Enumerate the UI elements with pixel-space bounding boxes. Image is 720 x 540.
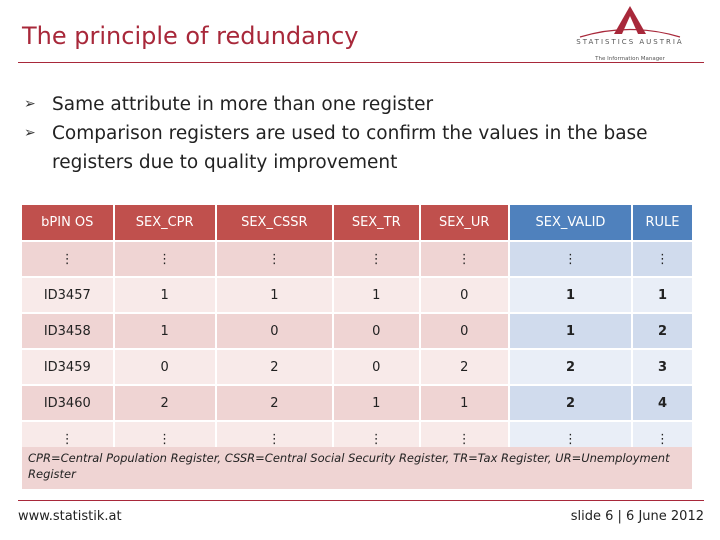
table-cell: 3 [633,350,692,384]
table-cell: 2 [216,350,332,384]
table-cell: 4 [633,386,692,420]
table-cell: 1 [633,278,692,312]
logo-tagline: The Information Manager [595,56,665,62]
table-cell: 1 [420,386,508,420]
column-header-sex-cpr: SEX_CPR [114,205,215,240]
table-cell: 2 [633,314,692,348]
logo-triangle-icon [579,6,681,38]
table-cell: ⋮ [633,242,692,276]
table-cell: 1 [333,386,419,420]
table-cell: ⋮ [22,242,113,276]
column-header-sex-valid: SEX_VALID [509,205,632,240]
bullet-arrow-icon: ➢ [24,96,36,112]
bullet-item: ➢ Comparison registers are used to confi… [24,119,664,177]
logo-name: STATISTICS AUSTRIA [576,38,684,46]
footer-divider [18,500,704,501]
title-divider [18,62,704,63]
table-cell: 1 [509,314,632,348]
page-title: The principle of redundancy [22,22,359,50]
table-cell: ID3458 [22,314,113,348]
table-cell: ⋮ [333,242,419,276]
table-cell: 1 [216,278,332,312]
table-cell: ID3459 [22,350,113,384]
table-cell: 2 [216,386,332,420]
column-header-sex-cssr: SEX_CSSR [216,205,332,240]
table-row: ⋮ ⋮ ⋮ ⋮ ⋮ ⋮ ⋮ [22,242,692,276]
table-cell: 0 [114,350,215,384]
table-cell: 1 [114,278,215,312]
bullet-item: ➢ Same attribute in more than one regist… [24,90,664,119]
bullet-list: ➢ Same attribute in more than one regist… [24,90,664,177]
redundancy-table: bPIN OS SEX_CPR SEX_CSSR SEX_TR SEX_UR S… [20,203,694,458]
column-header-sex-ur: SEX_UR [420,205,508,240]
bullet-text: Same attribute in more than one register [52,94,434,115]
column-header-sex-tr: SEX_TR [333,205,419,240]
table-cell: ID3460 [22,386,113,420]
table-row: ID3458 1 0 0 0 1 2 [22,314,692,348]
table-cell: 0 [333,314,419,348]
table-row: ID3457 1 1 1 0 1 1 [22,278,692,312]
table-cell: ⋮ [216,242,332,276]
table-cell: ⋮ [114,242,215,276]
column-header-bpin: bPIN OS [22,205,113,240]
table-cell: 1 [114,314,215,348]
table-cell: 1 [333,278,419,312]
table-row: ID3460 2 2 1 1 2 4 [22,386,692,420]
footer-slide-info: slide 6 | 6 June 2012 [570,509,704,524]
statistics-austria-logo: STATISTICS AUSTRIA The Information Manag… [576,4,686,64]
table-cell: ⋮ [420,242,508,276]
column-header-rule: RULE [633,205,692,240]
footer-website-link[interactable]: www.statistik.at [18,509,122,524]
table-cell: 0 [420,278,508,312]
table-cell: 2 [114,386,215,420]
table-cell: 2 [509,386,632,420]
table-row: ID3459 0 2 0 2 2 3 [22,350,692,384]
bullet-arrow-icon: ➢ [24,125,36,141]
table-cell: 2 [509,350,632,384]
table-cell: 0 [333,350,419,384]
table-cell: 0 [216,314,332,348]
table-header-row: bPIN OS SEX_CPR SEX_CSSR SEX_TR SEX_UR S… [22,205,692,240]
table-cell: ⋮ [509,242,632,276]
table-cell: 1 [509,278,632,312]
bullet-text: Comparison registers are used to confirm… [52,123,648,173]
table-cell: 0 [420,314,508,348]
table-cell: 2 [420,350,508,384]
table-cell: ID3457 [22,278,113,312]
table-footnote: CPR=Central Population Register, CSSR=Ce… [22,447,692,489]
